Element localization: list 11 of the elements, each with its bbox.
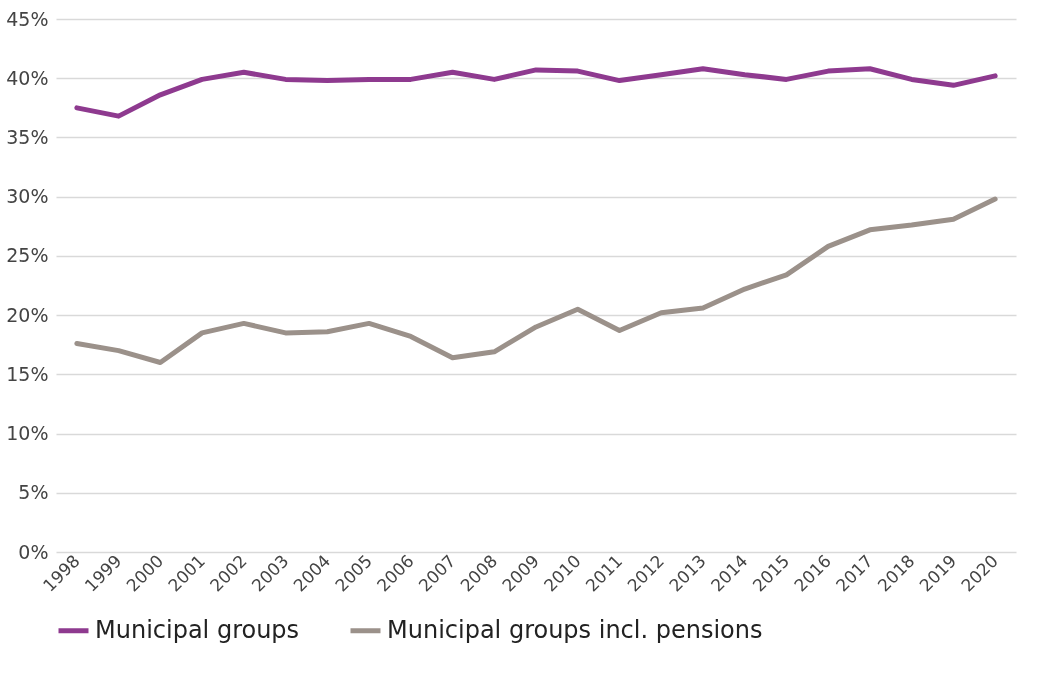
- y-tick-label: 35%: [6, 125, 49, 148]
- y-tick-label: 45%: [6, 7, 49, 30]
- y-tick-label: 30%: [6, 185, 49, 208]
- legend-label: Municipal groups: [95, 615, 300, 644]
- y-tick-label: 25%: [6, 244, 49, 267]
- y-tick-label: 10%: [6, 422, 49, 445]
- y-tick-label: 20%: [6, 303, 49, 326]
- y-tick-label: 40%: [6, 66, 49, 89]
- y-tick-label: 5%: [18, 481, 49, 504]
- legend-label: Municipal groups incl. pensions: [387, 615, 763, 644]
- y-tick-label: 15%: [6, 362, 49, 385]
